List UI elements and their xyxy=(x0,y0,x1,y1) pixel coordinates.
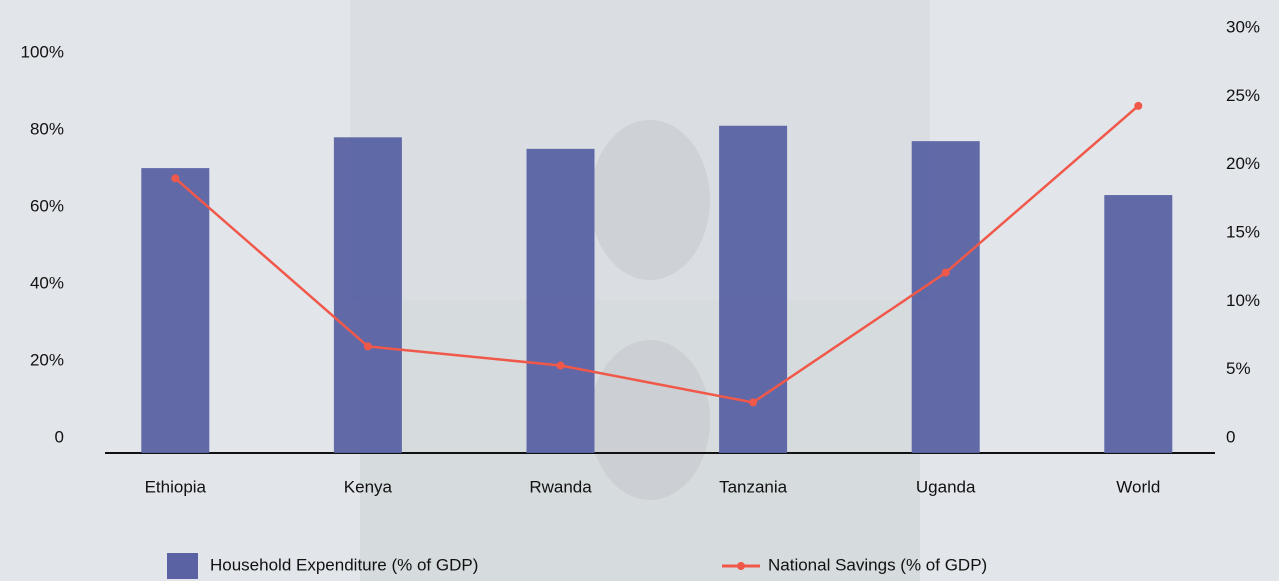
background-portrait xyxy=(590,340,710,500)
line-point xyxy=(171,174,180,183)
x-tick-label: World xyxy=(1116,477,1160,496)
legend-swatch xyxy=(167,553,198,579)
background-portrait xyxy=(590,120,710,280)
legend-label: National Savings (% of GDP) xyxy=(768,555,987,574)
y-tick-label: 60% xyxy=(30,196,64,215)
y-tick-label: 40% xyxy=(30,273,64,292)
line-point xyxy=(941,268,950,277)
x-tick-label: Uganda xyxy=(916,477,976,496)
bar xyxy=(911,141,980,453)
bar xyxy=(333,137,402,454)
y2-tick-label: 25% xyxy=(1226,86,1260,105)
y2-tick-label: 15% xyxy=(1226,222,1260,241)
bar xyxy=(1104,195,1173,454)
line xyxy=(174,104,1140,404)
y-tick-label: 0 xyxy=(55,427,64,446)
x-tick-label: Kenya xyxy=(344,477,393,496)
y2-tick-label: 5% xyxy=(1226,359,1251,378)
y-tick-label: 100% xyxy=(21,42,64,61)
bar xyxy=(526,148,595,453)
x-tick-label: Ethiopia xyxy=(145,477,207,496)
y-tick-label: 80% xyxy=(30,119,64,138)
line-point xyxy=(749,398,758,407)
y-tick-label: 20% xyxy=(30,350,64,369)
y2-tick-label: 10% xyxy=(1226,291,1260,310)
y2-tick-label: 0 xyxy=(1226,427,1235,446)
x-tick-label: Rwanda xyxy=(529,477,592,496)
y2-tick-label: 20% xyxy=(1226,154,1260,173)
line-point xyxy=(363,342,372,351)
x-tick-label: Tanzania xyxy=(719,477,788,496)
legend-label: Household Expenditure (% of GDP) xyxy=(210,555,478,574)
legend-swatch-point xyxy=(737,562,745,570)
line-point xyxy=(556,361,565,370)
bar xyxy=(141,168,210,453)
y2-tick-label: 30% xyxy=(1226,17,1260,36)
line-point xyxy=(1134,101,1143,110)
